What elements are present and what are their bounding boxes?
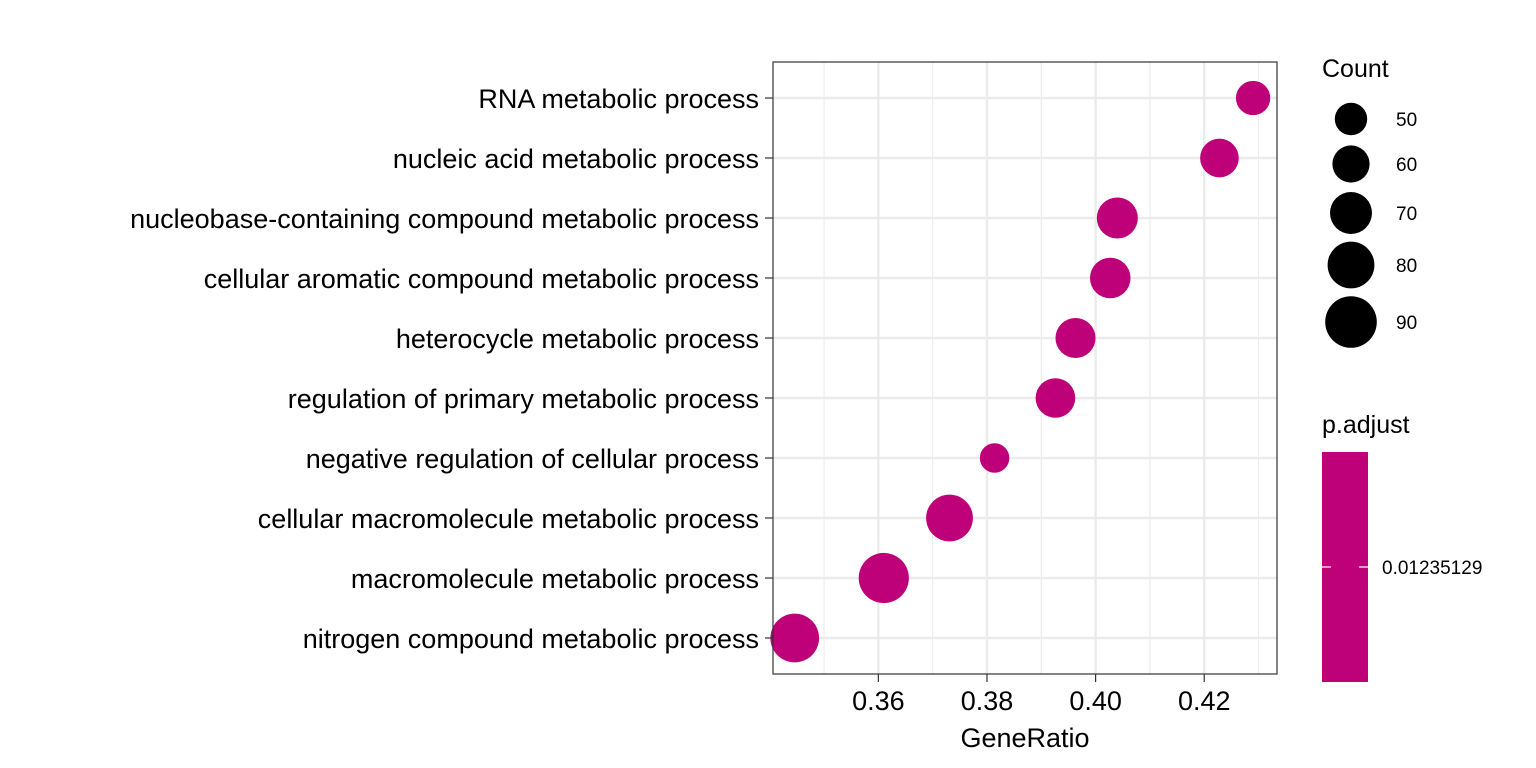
- count-legend-key: [1327, 241, 1375, 289]
- y-tick-label: RNA metabolic process: [478, 84, 759, 114]
- padjust-legend-title: p.adjust: [1322, 411, 1410, 439]
- count-legend-items: 50 60 70 80 90: [1325, 102, 1417, 348]
- count-legend-label: 60: [1396, 155, 1417, 176]
- data-point: [979, 443, 1010, 473]
- count-legend-label: 80: [1396, 256, 1417, 277]
- y-tick-label: regulation of primary metabolic process: [288, 384, 759, 414]
- plot-panel: [770, 61, 1278, 675]
- x-tick-label: 0.42: [1178, 686, 1231, 716]
- data-point: [1235, 80, 1271, 116]
- panel-border: [772, 61, 1278, 675]
- count-legend-label: 50: [1396, 110, 1417, 131]
- count-legend-key: [1332, 145, 1370, 183]
- padjust-legend: p.adjust 0.01235129: [1322, 411, 1482, 682]
- count-legend-key: [1334, 102, 1368, 136]
- grid-minor: [823, 62, 1260, 674]
- y-tick-label: nucleobase-containing compound metabolic…: [130, 204, 759, 234]
- x-tick-label: 0.40: [1069, 686, 1122, 716]
- y-tick-label: negative regulation of cellular process: [306, 444, 759, 474]
- count-legend-label: 90: [1396, 313, 1417, 334]
- data-points: [770, 80, 1271, 663]
- y-tick-label: nucleic acid metabolic process: [393, 144, 759, 174]
- data-point: [858, 552, 909, 604]
- data-point: [1096, 197, 1138, 239]
- x-axis: 0.36 0.38 0.40 0.42: [852, 674, 1231, 716]
- y-tick-label: nitrogen compound metabolic process: [303, 624, 759, 654]
- y-axis: RNA metabolic process nucleic acid metabo…: [130, 84, 773, 654]
- x-tick-label: 0.38: [961, 686, 1014, 716]
- data-point: [926, 494, 973, 542]
- count-legend-key: [1330, 192, 1372, 234]
- y-tick-label: cellular macromolecule metabolic process: [258, 504, 759, 534]
- count-legend-label: 70: [1396, 204, 1417, 225]
- data-point: [1035, 378, 1076, 418]
- count-legend-title: Count: [1322, 55, 1389, 83]
- y-tick-label: heterocycle metabolic process: [396, 324, 759, 354]
- data-point: [1200, 138, 1239, 178]
- padjust-legend-label: 0.01235129: [1382, 558, 1482, 579]
- data-point: [1089, 257, 1131, 299]
- y-tick-label: cellular aromatic compound metabolic pro…: [204, 264, 759, 294]
- panel-background: [773, 62, 1277, 674]
- x-tick-label: 0.36: [852, 686, 905, 716]
- data-point: [770, 613, 820, 663]
- y-tick-label: macromolecule metabolic process: [351, 564, 759, 594]
- count-legend: Count 50 60 70 80 90: [1322, 55, 1417, 348]
- count-legend-key: [1325, 296, 1377, 348]
- x-axis-title: GeneRatio: [960, 723, 1089, 753]
- data-point: [1055, 317, 1096, 359]
